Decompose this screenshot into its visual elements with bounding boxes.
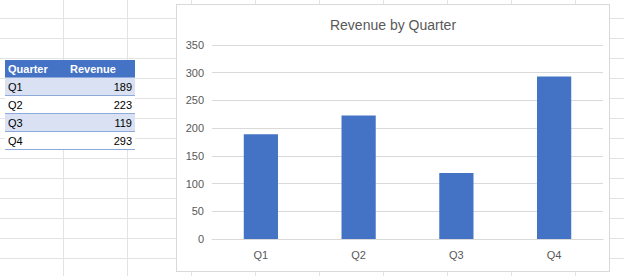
html-text:Q1: Q1 [8, 80, 23, 93]
svg-text:Q4: Q4 [547, 249, 562, 261]
html-text:189: 189 [113, 80, 132, 93]
html-text:119: 119 [114, 116, 132, 129]
html-text:Q2: Q2 [8, 98, 23, 111]
html-text:223: 223 [113, 98, 132, 111]
svg-text:0: 0 [198, 233, 204, 245]
svg-text:150: 150 [186, 150, 204, 162]
svg-text:Revenue by Quarter: Revenue by Quarter [330, 17, 456, 33]
svg-text:300: 300 [186, 67, 204, 79]
svg-text:250: 250 [186, 94, 204, 106]
svg-text:200: 200 [186, 122, 204, 134]
svg-text:50: 50 [192, 205, 204, 217]
svg-text:Q1: Q1 [254, 249, 269, 261]
html-text:Q3: Q3 [8, 116, 23, 129]
html-text:Q4: Q4 [8, 134, 23, 147]
html-text:Quarter: Quarter [8, 62, 48, 75]
html-text:293: 293 [113, 134, 132, 147]
html-text:Revenue: Revenue [70, 62, 116, 75]
svg-text:100: 100 [186, 178, 204, 190]
svg-text:Q3: Q3 [449, 249, 464, 261]
svg-text:350: 350 [186, 39, 204, 51]
svg-text:Q2: Q2 [351, 249, 366, 261]
